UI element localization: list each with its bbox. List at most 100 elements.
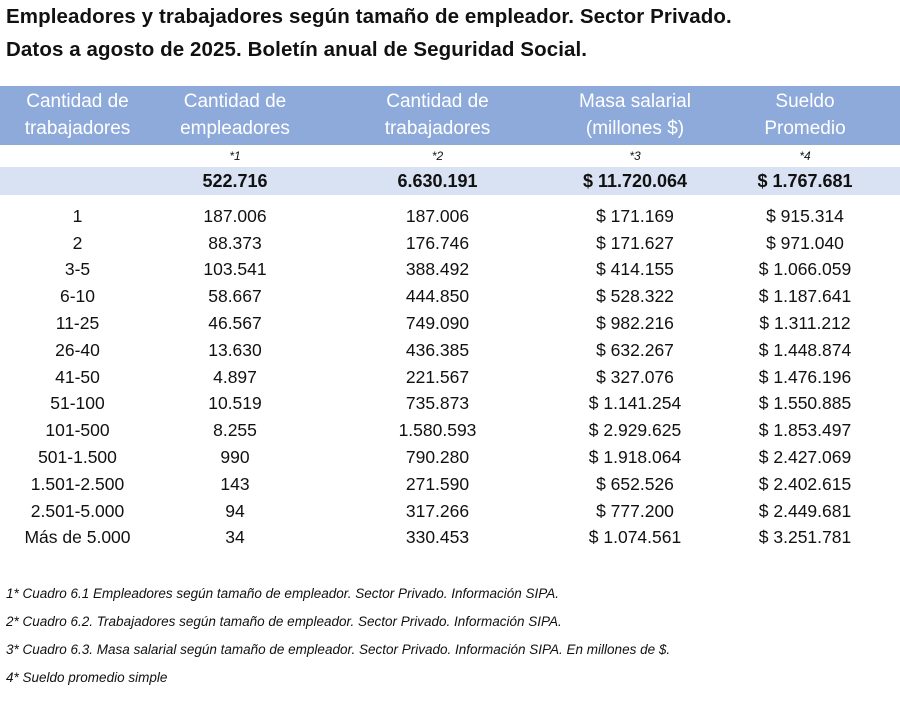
footnotes: 1* Cuadro 6.1 Empleadores según tamaño d… [6, 580, 670, 692]
table-cell: 10.519 [208, 393, 262, 414]
table-cell: 94 [225, 500, 245, 521]
table-row: 41-50 4.897 221.567 $ 327.076 $ 1.476.196 [0, 364, 900, 391]
table-cell: 2 [72, 232, 83, 253]
table-cell: $ 1.448.874 [758, 339, 852, 360]
table-cell: 88.373 [208, 232, 262, 253]
page-title: Empleadores y trabajadores según tamaño … [6, 0, 732, 66]
table-cell: $ 1.074.561 [588, 527, 682, 548]
table-cell: 6.630.191 [315, 167, 560, 195]
table-cell: $ 171.169 [596, 205, 674, 226]
column-header-line: trabajadores [24, 118, 131, 139]
footnote-4: 4* Sueldo promedio simple [6, 670, 168, 685]
column-header: Cantidad de trabajadores [0, 86, 155, 145]
table-cell: 26-40 [55, 339, 100, 360]
table-cell: $ 915.314 [766, 205, 844, 226]
table-cell: $ 171.627 [596, 232, 674, 253]
column-header: Sueldo Promedio [710, 86, 900, 145]
table-cell: 271.590 [405, 473, 470, 494]
spacer-row [0, 195, 900, 203]
table-cell: 1.580.593 [398, 420, 477, 441]
table-cell: *3 [629, 149, 641, 163]
table-cell: 11-25 [55, 313, 100, 334]
table-cell: $ 1.066.059 [758, 259, 852, 280]
table-cell: $ 1.918.064 [588, 447, 682, 468]
table-cell: *2 [431, 149, 444, 163]
table-cell: *4 [799, 149, 811, 163]
table-cell: 1.501-2.500 [30, 473, 125, 494]
table-cell: $ 2.402.615 [758, 473, 852, 494]
footnote-2: 2* Cuadro 6.2. Trabajadores según tamaño… [6, 614, 562, 629]
table-cell: 4.897 [213, 366, 257, 387]
table-cell: $ 2.427.069 [758, 447, 852, 468]
table-cell: $ 1.476.196 [758, 366, 852, 387]
table-cell: 187.006 [405, 205, 470, 226]
table-cell: 990 [220, 447, 250, 468]
table-cell: 51-100 [50, 393, 105, 414]
table-cell: 735.873 [405, 393, 470, 414]
column-header-line: trabajadores [384, 118, 491, 139]
table-cell: $ 982.216 [596, 313, 674, 334]
table-cell [315, 195, 560, 203]
column-header-line: (millones $) [585, 118, 685, 139]
table-cell: $ 1.311.212 [759, 313, 851, 334]
table-cell: $ 1.767.681 [710, 167, 900, 195]
column-header: Cantidad de trabajadores [315, 86, 560, 145]
table-cell [0, 195, 155, 203]
column-header-line: Cantidad de [26, 91, 129, 112]
table-cell: 790.280 [405, 447, 470, 468]
column-header-line: Promedio [764, 118, 846, 139]
column-header-line: Cantidad de [386, 91, 489, 112]
table-cell: $ 528.322 [596, 286, 674, 307]
table-cell: $ 971.040 [766, 232, 844, 253]
table-cell: 176.746 [405, 232, 470, 253]
table-cell: 101-500 [45, 420, 110, 441]
column-header-line: empleadores [180, 118, 290, 139]
table-cell: 749.090 [405, 313, 470, 334]
table-cell [560, 195, 710, 203]
table-row: 51-100 10.519 735.873 $ 1.141.254 $ 1.550.88… [0, 391, 900, 418]
total-row: 522.716 6.630.191 $ 11.720.064 $ 1.767.681 [0, 167, 900, 195]
table-cell: 46.567 [208, 313, 262, 334]
table-cell: $ 1.853.497 [758, 420, 852, 441]
table-cell [155, 195, 315, 203]
table-cell: $ 1.550.885 [758, 393, 852, 414]
table-cell: $ 652.526 [596, 473, 674, 494]
table-cell: 388.492 [405, 259, 470, 280]
table-cell: $ 2.929.625 [588, 420, 682, 441]
table-row: 6-10 58.667 444.850 $ 528.322 $ 1.187.641 [0, 283, 900, 310]
table-cell [710, 195, 900, 203]
table-row: 2 88.373 176.746 $ 171.627 $ 971.040 [0, 230, 900, 257]
table-cell: $ 11.720.064 [560, 167, 710, 195]
table-cell: 6-10 [59, 286, 96, 307]
table-cell: 501-1.500 [38, 447, 117, 468]
header-row: Cantidad de trabajadores Cantidad de emplea… [0, 86, 900, 145]
column-header: Cantidad de empleadores [155, 86, 315, 145]
table-row: 1.501-2.500 143 271.590 $ 652.526 $ 2.402.61… [0, 471, 900, 498]
table-cell: 3-5 [64, 259, 91, 280]
table-cell: 143 [220, 473, 250, 494]
employers-table: Cantidad de trabajadores Cantidad de emplea… [0, 86, 900, 551]
table-row: 11-25 46.567 749.090 $ 982.216 $ 1.311.212 [0, 310, 900, 337]
table-cell: 330.453 [405, 527, 470, 548]
table-cell: $ 1.141.254 [588, 393, 682, 414]
table-cell: 221.567 [405, 366, 470, 387]
table-row: 2.501-5.000 94 317.266 $ 777.200 $ 2.449.681 [0, 498, 900, 525]
table-row: 101-500 8.255 1.580.593 $ 2.929.625 $ 1.853.… [0, 417, 900, 444]
table-cell: 13.630 [208, 339, 262, 360]
footnote-ref-row: *1 *2 *3 *4 [0, 145, 900, 167]
table-cell [0, 167, 155, 195]
table-cell: $ 777.200 [596, 500, 674, 521]
column-header: Masa salarial (millones $) [560, 86, 710, 145]
footnote-3: 3* Cuadro 6.3. Masa salarial según tamañ… [6, 642, 671, 657]
table-row: 26-40 13.630 436.385 $ 632.267 $ 1.448.874 [0, 337, 900, 364]
table-cell: $ 327.076 [596, 366, 674, 387]
table-cell: 34 [225, 527, 245, 548]
column-header-line: Cantidad de [183, 91, 287, 112]
table-row: 1 187.006 187.006 $ 171.169 $ 915.314 [0, 203, 900, 230]
table-cell: $ 632.267 [596, 339, 674, 360]
title-line-2: Datos a agosto de 2025. Boletín anual de… [6, 38, 588, 61]
table-cell: 436.385 [405, 339, 470, 360]
table-row: Más de 5.000 34 330.453 $ 1.074.561 $ 3.251.… [0, 525, 900, 552]
table-cell: *1 [229, 149, 241, 163]
table-cell: 444.850 [405, 286, 470, 307]
